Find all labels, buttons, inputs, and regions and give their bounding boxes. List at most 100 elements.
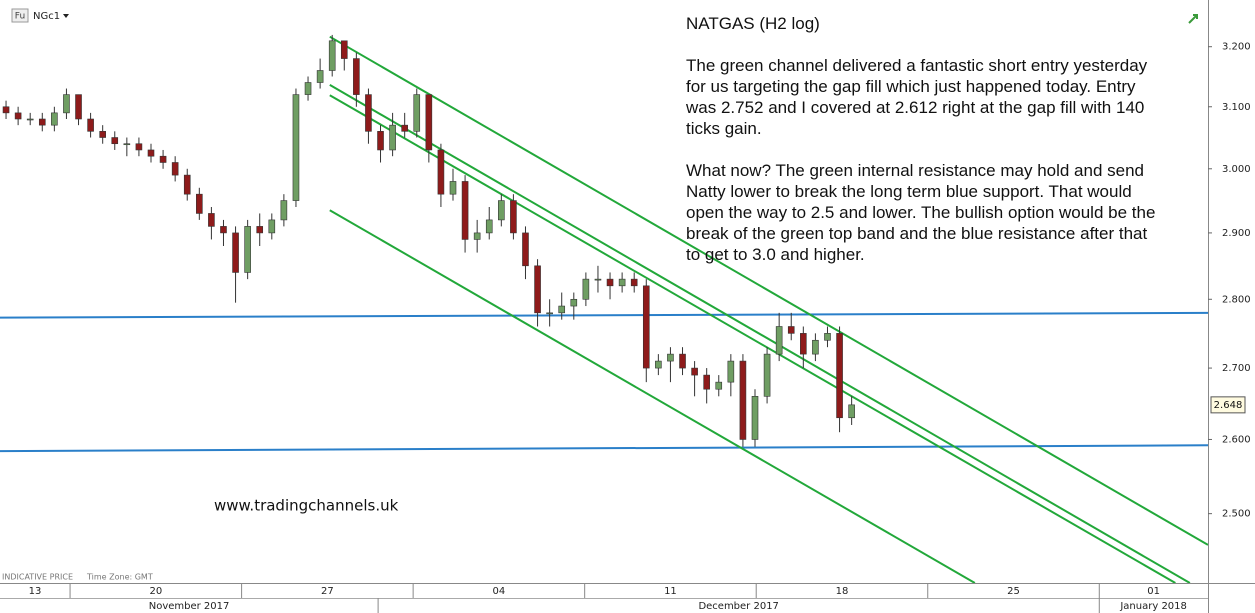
candle-body <box>630 278 638 287</box>
symbol[interactable]: NGc1 <box>33 11 60 22</box>
candle-body <box>763 353 771 397</box>
annotation-line: was 2.752 and I covered at 2.612 right a… <box>686 98 1145 117</box>
candle-body <box>123 143 131 146</box>
candle-body <box>14 112 22 120</box>
candle-body <box>208 213 215 227</box>
candle-body <box>389 124 396 151</box>
annotation-line: for us targeting the gap fill which just… <box>686 77 1136 96</box>
annotation-title: NATGAS (H2 log) <box>686 14 820 33</box>
trendline <box>0 311 1208 319</box>
x-tick-label: 18 <box>836 586 849 597</box>
candle-body <box>691 367 698 376</box>
candle-body <box>703 374 710 390</box>
candle-body <box>727 360 735 383</box>
candle-body <box>824 333 831 341</box>
trend-icon <box>1188 14 1198 24</box>
candle-body <box>485 219 493 234</box>
x-tick-label: 27 <box>321 586 334 597</box>
dropdown-icon[interactable] <box>63 14 69 18</box>
x-tick-label: 01 <box>1147 586 1160 597</box>
annotation: NATGAS (H2 log) The green channel delive… <box>686 13 1155 265</box>
y-tick-label: 2.800 <box>1222 294 1251 305</box>
candle-body <box>667 353 674 362</box>
candle-body <box>377 131 384 151</box>
candle-body <box>38 118 46 126</box>
price-note: INDICATIVE PRICE <box>2 573 73 582</box>
annotation-line: Natty lower to break the long term blue … <box>686 182 1132 201</box>
candle-body <box>594 278 602 281</box>
badge: Fu <box>15 12 25 22</box>
annotation-line: ticks gain. <box>686 119 762 138</box>
candle-body <box>220 226 227 234</box>
candle-body <box>570 298 578 307</box>
annotation-paragraph: The green channel delivered a fantastic … <box>686 55 1155 139</box>
candle-body <box>679 353 686 369</box>
candle-body <box>171 162 179 176</box>
candle-body <box>99 131 106 138</box>
trendline <box>329 94 1176 583</box>
trendline <box>329 84 1191 583</box>
candle-body <box>582 278 590 300</box>
y-tick-label: 2.600 <box>1222 434 1251 445</box>
candle-body <box>449 181 457 195</box>
candle-body <box>787 326 795 334</box>
candle-body <box>534 265 541 314</box>
candle-body <box>353 58 360 95</box>
candle-body <box>244 226 251 273</box>
candle-body <box>401 124 408 132</box>
period-label: December 2017 <box>698 601 778 612</box>
candle-body <box>800 333 807 355</box>
candle-body <box>316 70 324 83</box>
annotation-paragraph: What now? The green internal resistance … <box>686 160 1155 265</box>
x-tick-label: 20 <box>149 586 162 597</box>
candle-body <box>135 143 143 151</box>
trendline <box>329 209 976 583</box>
last-price-label: 2.648 <box>1214 400 1243 411</box>
annotation-line: The green channel delivered a fantastic … <box>686 56 1148 75</box>
candle-body <box>304 82 312 95</box>
candle-body <box>268 219 276 234</box>
candle-body <box>292 94 300 201</box>
y-tick-label: 2.500 <box>1222 509 1251 520</box>
trendline <box>329 35 1208 546</box>
y-tick-label: 3.100 <box>1222 102 1251 113</box>
candle-body <box>280 200 288 221</box>
candle-body <box>365 94 372 132</box>
candle-body <box>111 137 119 145</box>
candle-body <box>606 278 614 287</box>
candle-body <box>751 396 759 440</box>
x-tick-label: 13 <box>29 586 42 597</box>
badge-box <box>11 8 29 23</box>
candle-body <box>618 278 626 287</box>
candle-body <box>848 404 855 419</box>
candle-body <box>183 174 191 195</box>
watermark: www.tradingchannels.uk <box>214 497 399 515</box>
x-tick-label: 25 <box>1007 586 1020 597</box>
candle-body <box>340 40 348 59</box>
last-price-box <box>1210 396 1246 414</box>
candle-body <box>812 339 819 355</box>
candle-body <box>655 360 662 369</box>
period-label: November 2017 <box>149 601 230 612</box>
candle-body <box>87 118 94 132</box>
x-tick-label: 11 <box>664 586 677 597</box>
candle-body <box>739 360 747 440</box>
y-tick-label: 2.900 <box>1222 228 1251 239</box>
candle-body <box>425 94 433 151</box>
candle-body <box>498 200 505 221</box>
candle-body <box>256 226 264 234</box>
annotation-line: to get to 3.0 and higher. <box>686 245 865 264</box>
x-tick-label: 04 <box>493 586 506 597</box>
candle-body <box>775 326 783 355</box>
y-tick-label: 3.000 <box>1222 164 1251 175</box>
candle-body <box>546 312 553 315</box>
candle-body <box>642 285 650 369</box>
candle-body <box>836 333 843 419</box>
candle-body <box>196 193 203 214</box>
candle-body <box>63 94 70 114</box>
candle-body <box>413 94 421 132</box>
time-zone: Time Zone: GMT <box>86 573 153 582</box>
